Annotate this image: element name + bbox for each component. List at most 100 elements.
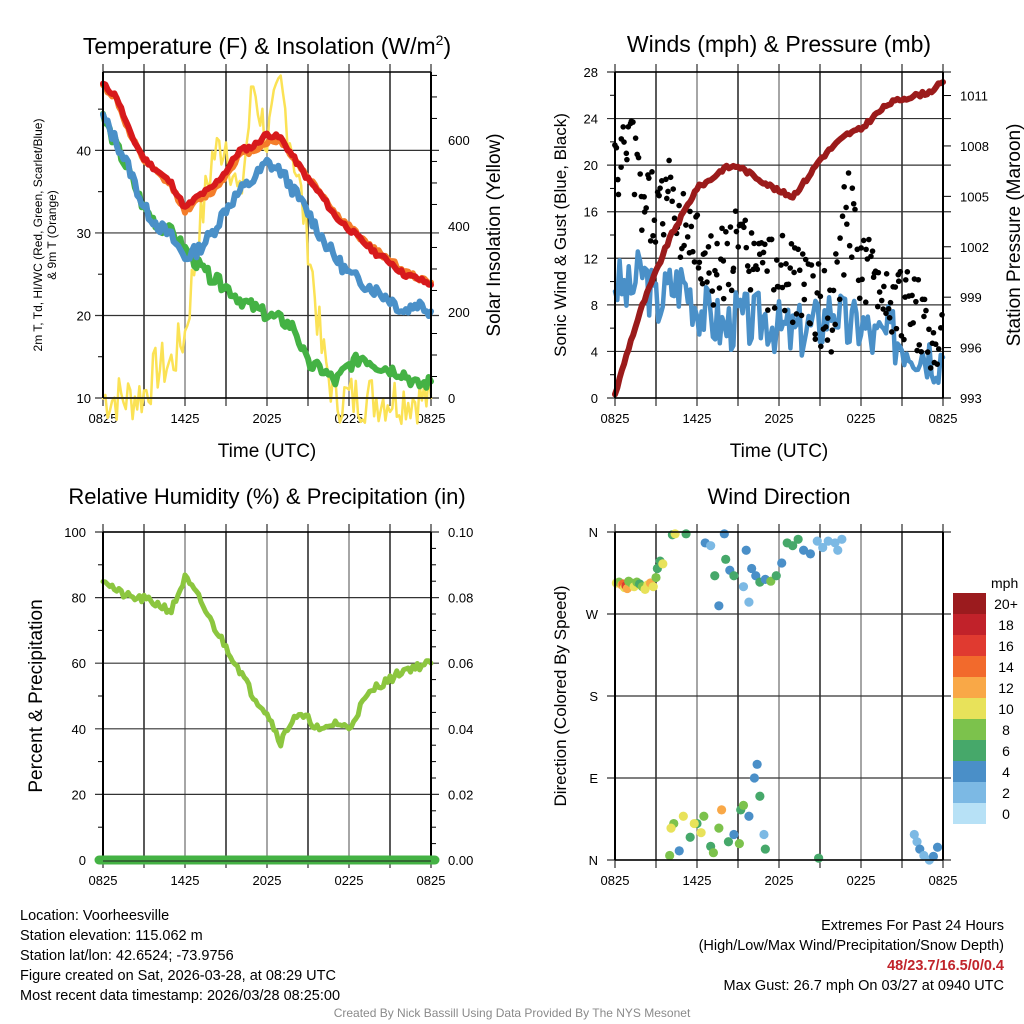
- y-right-tick-label: 0: [448, 391, 455, 406]
- gust-point: [747, 287, 754, 293]
- y-axis-label-line2: & 9m T (Orange): [45, 190, 59, 280]
- gust-point: [677, 254, 684, 260]
- winds-chart: Winds (mph) & Pressure (mb) 0825 1425 2025 0…: [551, 31, 1024, 462]
- y-right-tick-label: 993: [960, 391, 982, 406]
- direction-point: [777, 558, 787, 568]
- gust-point: [881, 283, 887, 290]
- gust-point: [651, 217, 658, 224]
- gust-point: [714, 240, 720, 247]
- legend-label: 6: [1002, 743, 1010, 759]
- x-tick-label: 2025: [253, 873, 282, 888]
- gust-point: [918, 348, 925, 355]
- gust-point: [904, 269, 911, 275]
- direction-point: [723, 837, 734, 847]
- y-right-tick-label: 0.02: [448, 787, 473, 802]
- gust-point: [635, 154, 642, 161]
- legend-swatch: [953, 593, 986, 614]
- direction-point: [710, 571, 720, 581]
- direction-point: [651, 572, 661, 583]
- gust-point: [876, 289, 883, 295]
- y-axis-label: Sonic Wind & Gust (Blue, Black): [551, 113, 570, 357]
- y-right-tick-label: 0.10: [448, 525, 473, 540]
- legend-swatch: [953, 656, 986, 677]
- y-axis-label-line1: 2m T, Td, HI/WC (Red, Green, Scarlet/Blu…: [31, 119, 45, 352]
- gust-point: [795, 246, 801, 253]
- direction-point: [658, 559, 668, 569]
- gust-point: [615, 191, 622, 198]
- gust-point: [760, 249, 767, 256]
- y-tick-label: 16: [584, 205, 598, 220]
- credit-text: Created By Nick Bassill Using Data Provi…: [333, 1006, 691, 1020]
- x-tick-label: 0825: [417, 411, 446, 426]
- gust-point: [887, 299, 894, 306]
- gust-point: [764, 268, 770, 274]
- gust-point: [709, 288, 716, 294]
- gust-point: [924, 349, 931, 355]
- direction-point: [696, 828, 706, 838]
- gust-point: [621, 139, 627, 145]
- gust-point: [650, 232, 656, 239]
- gust-point: [866, 236, 872, 243]
- chart-title: Relative Humidity (%) & Precipitation (i…: [68, 484, 465, 509]
- y-right-tick-label: 200: [448, 305, 470, 320]
- gust-point: [860, 237, 867, 244]
- y-tick-label: 0: [591, 391, 598, 406]
- humidity-line: [100, 572, 434, 749]
- legend-swatch: [953, 635, 986, 656]
- gust-point: [762, 241, 768, 248]
- gust-point: [695, 265, 702, 271]
- direction-point: [830, 538, 840, 548]
- gust-point: [770, 286, 777, 293]
- direction-point: [699, 811, 709, 821]
- gust-point: [694, 212, 701, 218]
- gust-point: [836, 296, 843, 303]
- gust-point: [618, 164, 624, 170]
- gust-point: [935, 346, 942, 352]
- humidity-chart: Relative Humidity (%) & Precipitation (i…: [26, 484, 473, 888]
- y-right-tick-label: 1002: [960, 240, 989, 255]
- y-right-tick-label: 0.00: [448, 853, 473, 868]
- gust-point: [768, 236, 775, 243]
- gust-point: [615, 176, 621, 183]
- gust-point: [883, 310, 889, 317]
- legend-label: 10: [998, 701, 1014, 717]
- gust-point: [727, 224, 734, 230]
- y-tick-label: 10: [77, 391, 91, 406]
- gust-point: [631, 191, 638, 198]
- direction-point: [755, 791, 765, 801]
- direction-point: [752, 759, 762, 769]
- y-right-axis-label-text: Solar Insolation (Yellow): [484, 133, 505, 336]
- y-tick-label: 8: [591, 298, 598, 313]
- gust-point: [759, 259, 766, 266]
- gust-point: [885, 306, 892, 312]
- legend-swatch: [953, 677, 986, 698]
- legend-swatch: [953, 614, 986, 635]
- elevation-text: Station elevation: 115.062 m: [20, 928, 203, 944]
- gust-point: [720, 258, 727, 264]
- y-axis-label-text: Sonic Wind & Gust (Blue, Black): [551, 113, 570, 357]
- gust-point: [779, 232, 786, 239]
- gust-point: [880, 306, 886, 312]
- y-right-tick-label: 0.08: [448, 591, 473, 606]
- gust-point: [846, 242, 853, 249]
- direction-point: [729, 571, 739, 581]
- y-tick-label: 4: [591, 344, 598, 359]
- title-superscript: 2: [436, 32, 444, 48]
- gust-point: [778, 262, 784, 268]
- x-tick-label: 1425: [683, 873, 712, 888]
- gust-point: [839, 213, 846, 220]
- gust-point: [923, 307, 929, 314]
- legend-swatch: [953, 740, 986, 761]
- gust-point: [748, 230, 755, 236]
- x-axis-label: Time (UTC): [218, 441, 317, 462]
- extremes-values: 48/23.7/16.5/0/0.4: [887, 958, 1004, 974]
- pressure-line: [612, 79, 946, 398]
- gust-point: [829, 327, 836, 333]
- y-tick-label: 20: [72, 787, 86, 802]
- gust-point: [683, 222, 689, 228]
- y-right-tick-label: 999: [960, 290, 982, 305]
- direction-point: [812, 536, 822, 546]
- gust-point: [716, 285, 723, 291]
- gust-point: [647, 238, 654, 244]
